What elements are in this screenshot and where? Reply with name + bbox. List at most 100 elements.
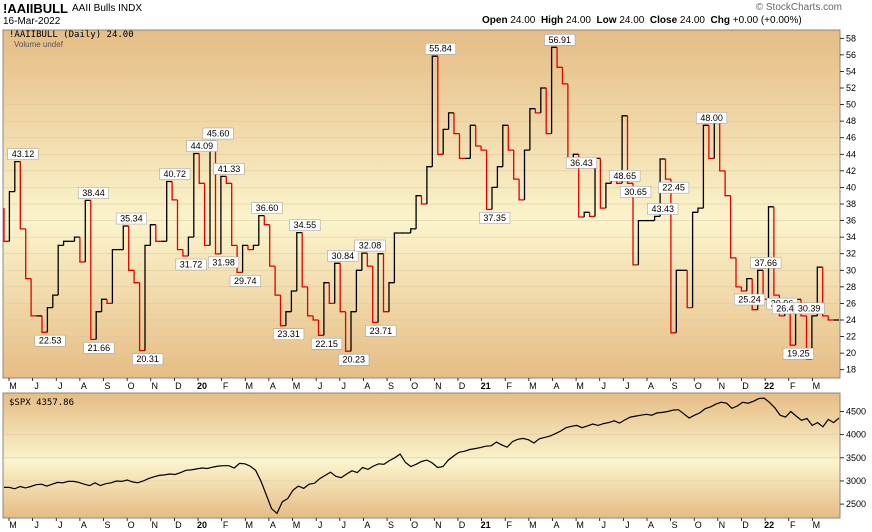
series-segment bbox=[241, 244, 248, 273]
value-label: 20.31 bbox=[136, 354, 159, 364]
y-tick-label: 46 bbox=[846, 133, 856, 143]
series-segment bbox=[550, 46, 558, 134]
y-tick-label: 54 bbox=[846, 66, 856, 76]
series-segment bbox=[111, 248, 118, 304]
series-segment bbox=[556, 47, 563, 68]
series-segment bbox=[14, 160, 21, 192]
value-label-box bbox=[289, 219, 321, 231]
series-segment bbox=[746, 277, 753, 291]
value-label-box bbox=[793, 302, 825, 315]
series-segment bbox=[8, 190, 15, 242]
spx-x-tick-label: S bbox=[105, 520, 111, 530]
value-label: 23.71 bbox=[370, 326, 393, 336]
spx-x-tick-label: 21 bbox=[481, 520, 491, 530]
series-segment bbox=[534, 108, 541, 114]
series-segment bbox=[366, 253, 373, 267]
series-segment bbox=[106, 299, 113, 305]
value-label: 23.31 bbox=[277, 329, 300, 339]
series-segment bbox=[670, 179, 677, 334]
spx-y-tick-label: 4500 bbox=[846, 407, 866, 417]
series-segment bbox=[73, 236, 80, 242]
series-segment bbox=[149, 224, 156, 246]
spx-x-tick-label: D bbox=[742, 520, 749, 530]
series-segment bbox=[545, 88, 552, 135]
series-segment bbox=[415, 195, 422, 229]
series-segment bbox=[247, 245, 254, 251]
series-segment bbox=[529, 108, 536, 151]
series-segment bbox=[653, 215, 661, 221]
series-segment bbox=[84, 199, 91, 262]
series-segment bbox=[518, 179, 525, 201]
x-tick-label: A bbox=[270, 381, 276, 391]
x-tick-label: F bbox=[223, 381, 229, 391]
series-segment bbox=[724, 170, 731, 197]
series-segment bbox=[578, 154, 585, 218]
spx-x-tick-label: S bbox=[388, 520, 394, 530]
value-label: 25.24 bbox=[738, 295, 761, 305]
series-segment bbox=[426, 166, 433, 204]
series-segment bbox=[599, 158, 606, 209]
high-label: High bbox=[540, 15, 564, 26]
y-tick-label: 32 bbox=[846, 249, 856, 259]
value-label: 30.84 bbox=[332, 251, 355, 261]
spx-x-tick-label: F bbox=[506, 520, 512, 530]
spx-x-tick-label: J bbox=[58, 520, 63, 530]
value-label: 36.60 bbox=[256, 203, 279, 213]
value-label-box bbox=[782, 347, 814, 360]
value-label: 38.44 bbox=[82, 188, 105, 198]
value-label-box bbox=[213, 163, 245, 175]
series-segment bbox=[485, 150, 492, 211]
x-tick-label: A bbox=[553, 381, 559, 391]
series-segment bbox=[122, 225, 129, 250]
series-segment bbox=[176, 199, 183, 251]
series-segment bbox=[263, 215, 270, 226]
series-segment bbox=[193, 152, 200, 238]
value-label: 48.65 bbox=[614, 171, 637, 181]
y-tick-label: 24 bbox=[846, 315, 856, 325]
series-segment bbox=[702, 124, 709, 209]
x-tick-label: M bbox=[246, 381, 254, 391]
exchange-text: INDX bbox=[118, 3, 143, 14]
series-segment bbox=[25, 228, 32, 280]
value-label-box bbox=[77, 187, 109, 199]
value-label-box bbox=[34, 334, 66, 347]
x-tick-label: J bbox=[625, 381, 630, 391]
series-segment bbox=[296, 231, 303, 291]
x-tick-label: M bbox=[813, 381, 821, 391]
x-tick-label: O bbox=[695, 381, 702, 391]
series-segment bbox=[138, 282, 145, 352]
x-tick-label: D bbox=[459, 381, 466, 391]
value-label-box bbox=[229, 275, 261, 287]
y-tick-label: 30 bbox=[846, 265, 856, 275]
spx-x-tick-label: N bbox=[435, 520, 442, 530]
series-segment bbox=[458, 133, 465, 160]
spx-x-tick-label: M bbox=[576, 520, 584, 530]
spx-y-tick-label: 4000 bbox=[846, 430, 866, 440]
series-segment bbox=[182, 249, 189, 257]
value-label: 30.65 bbox=[624, 187, 647, 197]
spx-x-tick-label: O bbox=[695, 520, 702, 530]
series-segment bbox=[225, 176, 232, 184]
series-segment bbox=[328, 282, 335, 305]
value-label-box bbox=[544, 34, 576, 46]
spx-x-tick-label: 20 bbox=[197, 520, 207, 530]
series-segment bbox=[52, 294, 59, 308]
series-segment bbox=[279, 295, 286, 327]
series-segment bbox=[811, 315, 818, 360]
series-segment bbox=[350, 311, 357, 352]
main-legend: !AAIIBULL (Daily) 24.00 bbox=[9, 30, 134, 40]
spx-x-tick-label: F bbox=[223, 520, 229, 530]
value-label: 43.43 bbox=[652, 204, 675, 214]
value-label: 20.23 bbox=[342, 355, 365, 365]
credit-link[interactable]: © StockCharts.com bbox=[755, 2, 842, 13]
value-label: 44.09 bbox=[191, 141, 214, 151]
series-segment bbox=[729, 195, 736, 259]
series-segment bbox=[502, 124, 509, 167]
series-segment bbox=[95, 311, 102, 340]
series-segment bbox=[155, 224, 162, 242]
y-tick-label: 42 bbox=[846, 166, 856, 176]
value-label: 31.72 bbox=[180, 260, 203, 270]
series-segment bbox=[637, 219, 644, 265]
value-label-box bbox=[609, 170, 641, 182]
